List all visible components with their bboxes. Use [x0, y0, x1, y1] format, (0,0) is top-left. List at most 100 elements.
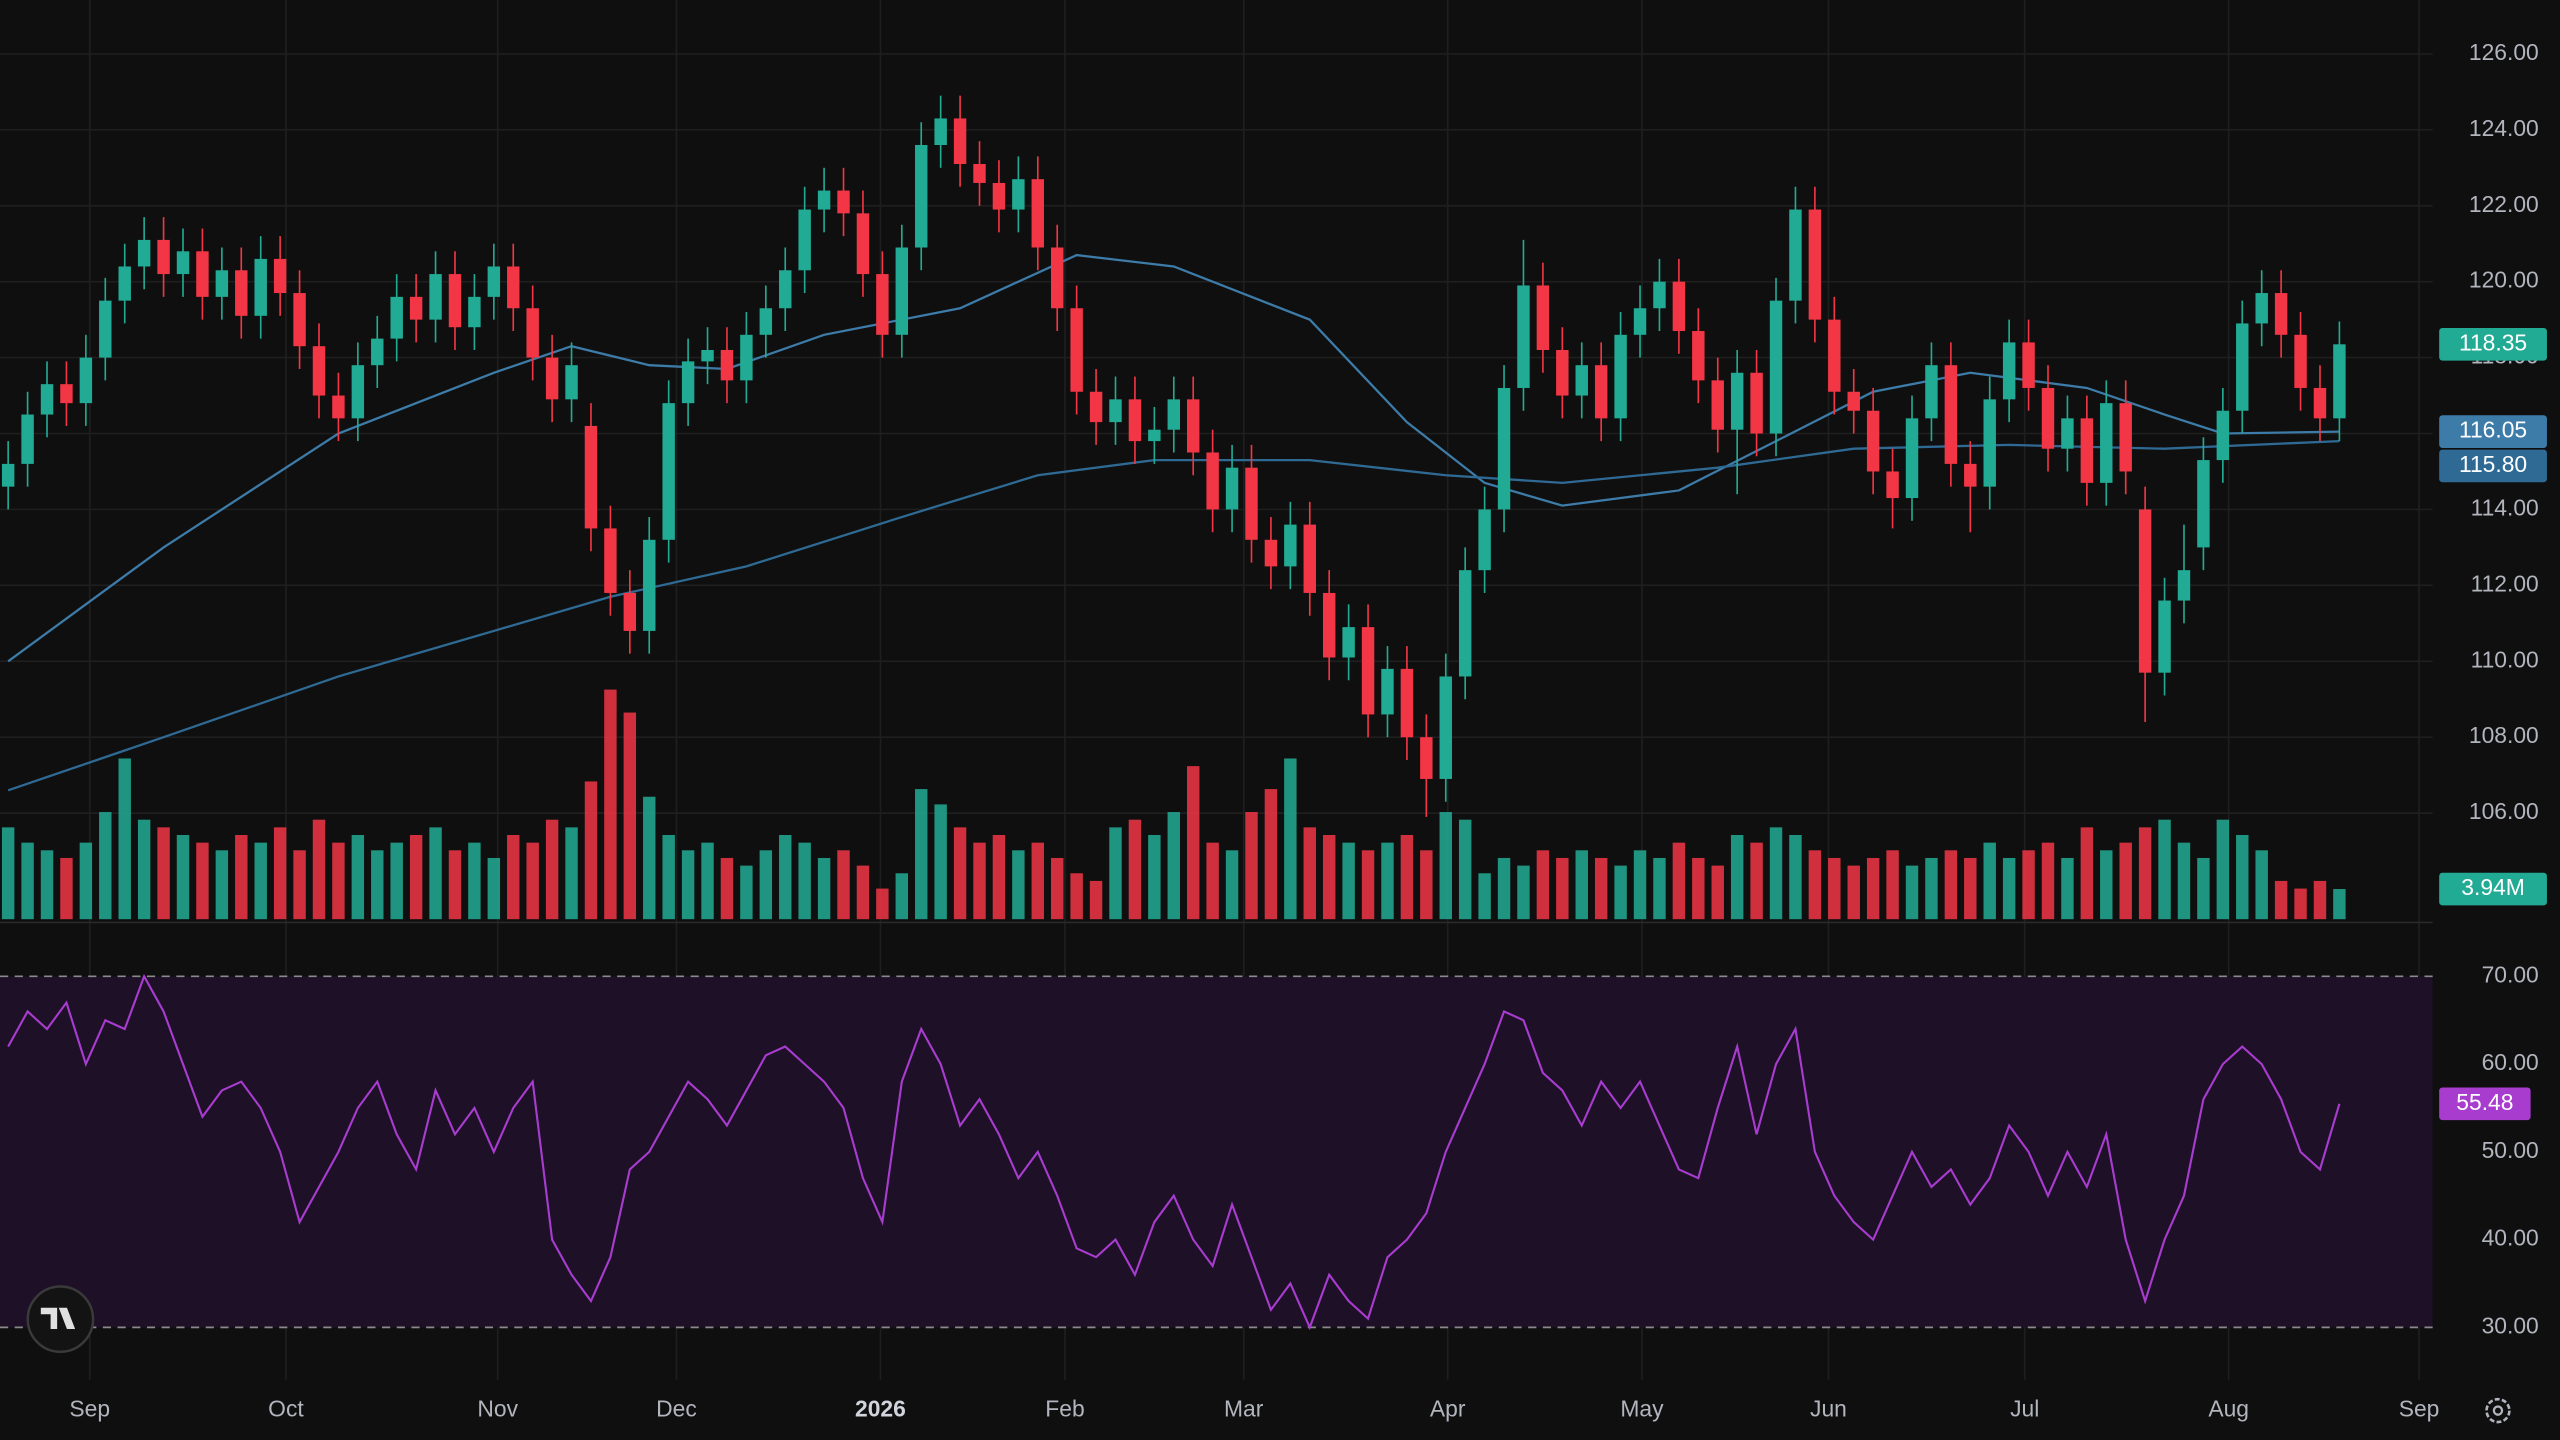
- volume-bar: [1089, 880, 1103, 920]
- volume-bar: [1769, 827, 1783, 920]
- volume-bar: [254, 842, 267, 920]
- candle-body: [409, 296, 423, 320]
- volume-bar: [2022, 850, 2035, 920]
- x-tick-label: Jul: [2010, 1396, 2039, 1422]
- volume-tag: [2439, 872, 2547, 906]
- candle-body: [1983, 399, 1996, 487]
- volume-bar: [1012, 850, 1025, 920]
- candle-body: [118, 266, 131, 301]
- candle-body: [1478, 509, 1491, 571]
- volume-bar: [1556, 857, 1569, 920]
- volume-bar: [526, 842, 539, 920]
- candle-body: [1672, 281, 1686, 332]
- candle-body: [1012, 179, 1025, 210]
- volume-bar: [2197, 857, 2210, 920]
- candle-body: [565, 365, 578, 400]
- volume: [1, 689, 2346, 920]
- volume-bar: [681, 850, 695, 920]
- price-tag-label: 115.80: [2459, 451, 2527, 477]
- x-tick-label: Mar: [1224, 1396, 1264, 1422]
- volume-bar: [1497, 857, 1511, 920]
- volume-bar: [1051, 857, 1064, 920]
- candle-body: [1420, 737, 1433, 779]
- logo[interactable]: [26, 1285, 95, 1354]
- candle-body: [2313, 387, 2327, 419]
- volume-bar: [1225, 850, 1239, 920]
- candle-body: [643, 539, 656, 631]
- candle-body: [390, 296, 403, 339]
- candle-body: [1653, 281, 1666, 309]
- volume-bar: [545, 819, 559, 920]
- candle-body: [332, 395, 345, 419]
- candle-body: [1730, 372, 1744, 430]
- candle-body: [21, 414, 34, 464]
- candle-body: [176, 251, 190, 275]
- y-tick-label: 70.00: [2482, 961, 2539, 987]
- volume-bar: [720, 857, 734, 920]
- y-tick-label: 122.00: [2469, 191, 2539, 217]
- y-tick-label: 40.00: [2482, 1225, 2539, 1251]
- candle-body: [1322, 592, 1336, 658]
- volume-bar: [1109, 827, 1122, 920]
- candle-body: [2080, 418, 2094, 483]
- volume-bar: [1128, 819, 1142, 920]
- x-tick-label: 2026: [855, 1396, 906, 1422]
- candle-body: [2177, 570, 2191, 601]
- y-tick-label: 124.00: [2469, 115, 2539, 141]
- volume-bar: [1381, 842, 1394, 920]
- volume-bar: [604, 689, 617, 920]
- price-tag-label: 116.05: [2459, 417, 2527, 443]
- x-tick-label: Nov: [477, 1396, 518, 1422]
- candle-body: [1789, 209, 1802, 301]
- volume-bar: [2313, 880, 2327, 920]
- candle-body: [1, 463, 15, 487]
- candle-body: [1944, 365, 1958, 464]
- y-tick-label: 50.00: [2482, 1137, 2539, 1163]
- rsi: [7, 973, 2341, 1331]
- candle-body: [779, 270, 792, 309]
- volume-bar: [468, 842, 481, 920]
- candle-body: [487, 266, 501, 297]
- volume-bar: [1750, 842, 1763, 920]
- price-tag: [2439, 327, 2547, 361]
- candle-body: [2041, 387, 2055, 449]
- volume-bar: [1361, 850, 1375, 920]
- volume-bar: [157, 827, 170, 920]
- candle-body: [1206, 452, 1219, 510]
- volume-bar: [390, 842, 403, 920]
- candle-body: [351, 365, 365, 419]
- volume-bar: [118, 758, 131, 920]
- candle-body: [1128, 399, 1142, 442]
- candle-body: [895, 247, 909, 335]
- candle-body: [662, 403, 675, 540]
- candle-body: [1750, 372, 1763, 434]
- x-tick-label: May: [1620, 1396, 1664, 1422]
- candle-body: [1594, 365, 1608, 419]
- candle-body: [1692, 331, 1705, 381]
- candle-body: [837, 190, 850, 214]
- volume-bar: [2100, 850, 2113, 920]
- candle-body: [1439, 676, 1452, 779]
- volume-bar: [1245, 812, 1258, 920]
- candle-body: [2158, 600, 2171, 673]
- candle-body: [1964, 463, 1977, 487]
- candle-body: [1633, 308, 1647, 335]
- volume-bar: [876, 888, 889, 920]
- volume-bar: [1342, 842, 1355, 920]
- candle-body: [526, 308, 539, 358]
- volume-bar: [21, 842, 34, 920]
- candle-body: [1361, 627, 1375, 715]
- y-tick-label: 108.00: [2469, 722, 2539, 748]
- candle-body: [1556, 349, 1569, 396]
- volume-bar: [1633, 850, 1647, 920]
- candle-body: [1458, 570, 1472, 677]
- candle-body: [1381, 668, 1394, 715]
- volume-bar: [273, 827, 287, 920]
- candle-body: [1089, 391, 1103, 423]
- volume-bar: [1206, 842, 1219, 920]
- price-tag: [2439, 415, 2547, 448]
- volume-bar: [1925, 857, 1938, 920]
- settings-button[interactable]: [2485, 1397, 2511, 1424]
